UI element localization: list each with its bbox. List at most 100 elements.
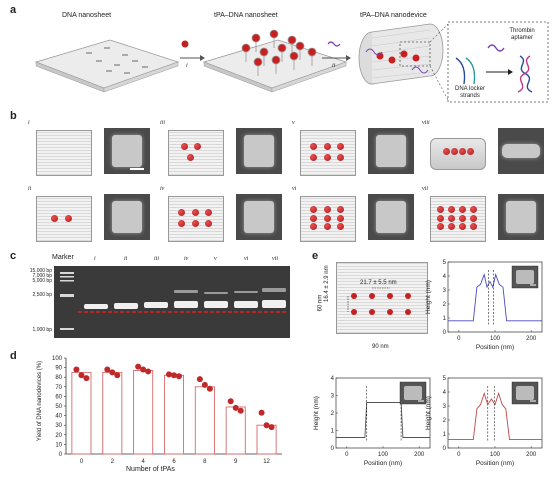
afm-sheet-blob [244,201,274,233]
tpa-dot [310,223,317,231]
tpa-dot [458,214,466,222]
chart-d-point [114,372,121,379]
chart-d-bar [71,371,92,455]
label-tpa-nanosheet: tPA–DNA nanosheet [214,12,278,19]
tpa-dot [469,214,477,222]
gel-lane-label-vii: vii [272,256,278,262]
afm-sheet-blob [112,201,142,233]
tpa-dot [442,148,450,155]
chart-d-point [237,407,244,414]
tpa-dot [180,143,188,151]
chart-d-ytick-label: 70 [55,385,62,391]
dimension-height-label: 60 nm [317,294,324,312]
profile-line [448,391,542,441]
chart-d-bar [102,371,123,455]
chart-d-ytick-label: 20 [55,433,62,439]
panel-b-label-iii: iii [160,120,166,126]
profile-xlabel: Position (nm) [364,460,402,467]
tpa-dot [448,205,456,213]
dimension-sheet [336,262,428,334]
profile-plot-profile-red: 0 1 2 3 4 5 0 100 200 Position (nm) Height (nm) [425,376,543,467]
panel-letter-e: e [312,250,319,262]
profile-xtick-label: 200 [526,452,537,458]
panel-b-label-vii: vii [422,186,428,192]
tpa-dot [448,214,456,222]
profile-ytick-label: 0 [443,446,447,452]
afm-image-v [368,128,414,174]
panel-a-schematic [34,21,549,103]
chart-d-point [232,404,239,411]
gel-lane-label-v: v [214,256,217,262]
tpa-dot [310,214,317,222]
arrow-label-ii: ii [332,63,336,69]
dimension-dots [347,287,411,315]
chart-d-point [227,398,234,405]
chart-d-ytick-label: 0 [59,452,63,458]
tpa-dot [205,219,212,227]
chart-d-ytick-label: 10 [55,442,62,448]
chart-d-point [135,363,142,370]
chart-d-point [78,372,85,379]
chart-d-point [145,368,152,375]
tpa-dot [194,143,202,151]
chart-d-ytick-label: 40 [55,414,62,420]
tpa-dot [323,205,331,213]
dimension-diagram [336,262,436,340]
chart-d-point [201,381,208,388]
afm-image-viii [498,128,544,174]
chart-d-bar-chart: 0 10 20 30 40 50 60 70 80 90 100 0 2 4 6 8 9 12 [52,356,282,465]
panel-b-label-iv: iv [160,186,165,192]
chart-d-point [166,371,172,378]
chart-d-ytick-label: 100 [52,356,63,362]
profile-ytick-label: 2 [331,411,335,417]
profile-afm-inset-sheet [516,386,534,400]
afm-sheet-blob [376,201,406,233]
tpa-dot [178,219,185,227]
label-dna-nanosheet: DNA nanosheet [62,12,112,19]
dimension-width-label: 90 nm [372,344,389,350]
panel-letter-c: c [10,250,17,262]
chart-d-ytick-label: 30 [55,423,62,429]
afm-image-iii [236,128,282,174]
afm-image-ii [104,194,150,240]
profile-ylabel: Height (nm) [313,396,320,430]
gel-image [54,266,290,338]
arrow-label-i: i [186,63,188,69]
tpa-dot [323,223,331,231]
profile-ytick-label: 2 [443,302,447,308]
profile-ylabel: Height (nm) [425,396,432,430]
tpa-dot [337,214,344,222]
chart-d-xtick-label: 6 [172,459,176,465]
chart-d-ytick-label: 60 [55,394,62,400]
tpa-dot [51,214,59,222]
chart-d-ytick-label: 50 [55,404,62,410]
chart-d-ytick-label: 90 [55,366,62,372]
gel-lane-label-iii: iii [154,256,160,262]
tpa-dot [437,205,445,213]
chart-d-point [140,366,147,373]
tpa-dot [337,205,344,213]
locker-strand-icon [327,41,341,47]
tpa-dot [337,143,344,151]
profile-xlabel: Position (nm) [476,460,514,467]
profile-ytick-label: 0 [443,330,447,336]
tpa-dot [323,143,331,151]
tpa-dot [323,214,331,222]
tpa-dot [205,209,212,217]
inset-locker-label: DNA locker strands [454,86,485,99]
tpa-dot [323,153,331,161]
chart-d-point [258,409,265,416]
inset-thrombin-label: Thrombin aptamer [509,28,535,41]
panel-letter-a: a [10,4,17,16]
gel-ladder-label: 15,000 bp [29,268,52,274]
tpa-dot [191,219,199,227]
chart-d-point [73,366,80,373]
chart-d-point [104,366,111,373]
spacing-vertical-label: 16.4 ± 2.9 nm [324,265,330,302]
profile-xtick-label: 200 [526,336,537,342]
tpa-dot [437,223,445,231]
tpa-dot [458,148,466,155]
afm-sheet-blob [502,144,540,158]
gel-lane-label-iv: iv [184,256,189,262]
profile-ytick-label: 3 [443,288,447,294]
